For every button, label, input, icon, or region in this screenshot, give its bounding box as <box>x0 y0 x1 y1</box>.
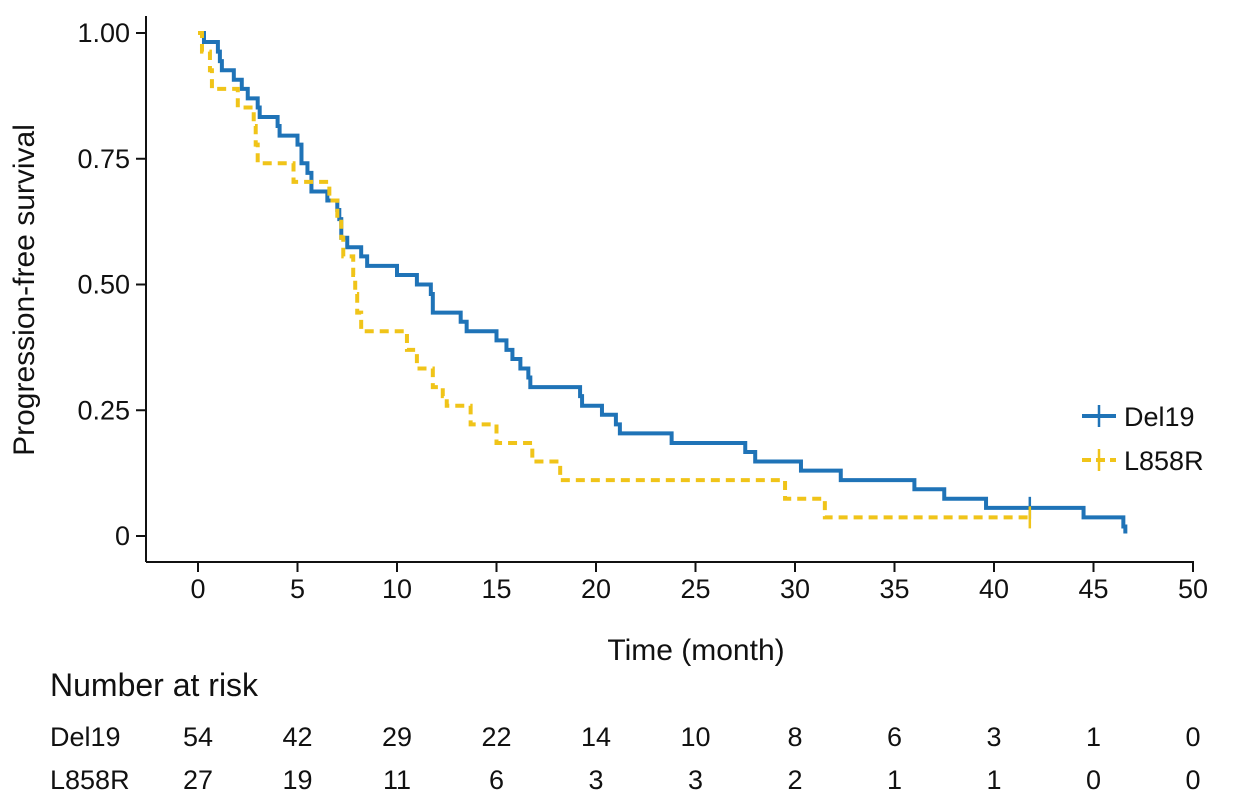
risk-table-title: Number at risk <box>50 667 259 703</box>
risk-count: 0 <box>1086 765 1101 795</box>
survival-curve-l858r <box>198 31 1030 520</box>
x-tick-label: 30 <box>780 574 810 604</box>
x-tick-label: 10 <box>382 574 412 604</box>
risk-count: 2 <box>787 765 802 795</box>
risk-count: 22 <box>481 722 511 752</box>
number-at-risk-table: Number at risk Del19 54 42 29 22 14 10 8 6 3 1 0L85… <box>50 667 1201 795</box>
y-tick-label: 0.75 <box>77 144 130 174</box>
survival-curve-del19 <box>198 31 1128 534</box>
risk-count: 3 <box>688 765 703 795</box>
risk-count: 19 <box>282 765 312 795</box>
risk-count: 10 <box>680 722 710 752</box>
axes <box>145 16 1194 563</box>
risk-count: 1 <box>1086 722 1101 752</box>
risk-count: 3 <box>588 765 603 795</box>
risk-count: 0 <box>1185 765 1200 795</box>
risk-count: 54 <box>183 722 213 752</box>
risk-count: 11 <box>383 765 411 795</box>
legend: Del19 L858R <box>1082 402 1204 476</box>
x-tick-label: 15 <box>481 574 511 604</box>
risk-count: 6 <box>489 765 504 795</box>
risk-count: 1 <box>986 765 1001 795</box>
x-axis-title: Time (month) <box>607 634 784 667</box>
risk-count: 42 <box>282 722 312 752</box>
x-tick-label: 40 <box>979 574 1009 604</box>
y-tick-label: 0.50 <box>77 270 130 300</box>
risk-count: 6 <box>887 722 902 752</box>
y-tick-label: 1.00 <box>77 18 130 48</box>
x-tick-label: 25 <box>680 574 710 604</box>
y-tick-label: 0.25 <box>77 395 130 425</box>
y-tick-label: 0 <box>115 521 130 551</box>
x-tick-label: 45 <box>1078 574 1108 604</box>
x-tick-label: 35 <box>879 574 909 604</box>
risk-count: 14 <box>581 722 611 752</box>
risk-count: 0 <box>1185 722 1200 752</box>
risk-row-label: L858R <box>50 765 130 795</box>
risk-count: 3 <box>986 722 1001 752</box>
survival-curves <box>198 31 1128 534</box>
risk-count: 27 <box>183 765 213 795</box>
x-tick-label: 20 <box>581 574 611 604</box>
y-ticks: 0 0.25 0.50 0.75 1.00 <box>77 18 146 551</box>
risk-count: 8 <box>787 722 802 752</box>
legend-label-l858r: L858R <box>1124 446 1204 476</box>
risk-count: 1 <box>887 765 902 795</box>
x-tick-label: 5 <box>290 574 305 604</box>
legend-label-del19: Del19 <box>1124 402 1195 432</box>
x-tick-label: 50 <box>1178 574 1208 604</box>
y-axis-title: Progression-free survival <box>8 124 41 456</box>
risk-count: 29 <box>382 722 412 752</box>
x-ticks: 0 5 10 15 20 25 30 35 40 45 50 <box>190 562 1208 604</box>
risk-row-label: Del19 <box>50 722 121 752</box>
x-tick-label: 0 <box>190 574 205 604</box>
